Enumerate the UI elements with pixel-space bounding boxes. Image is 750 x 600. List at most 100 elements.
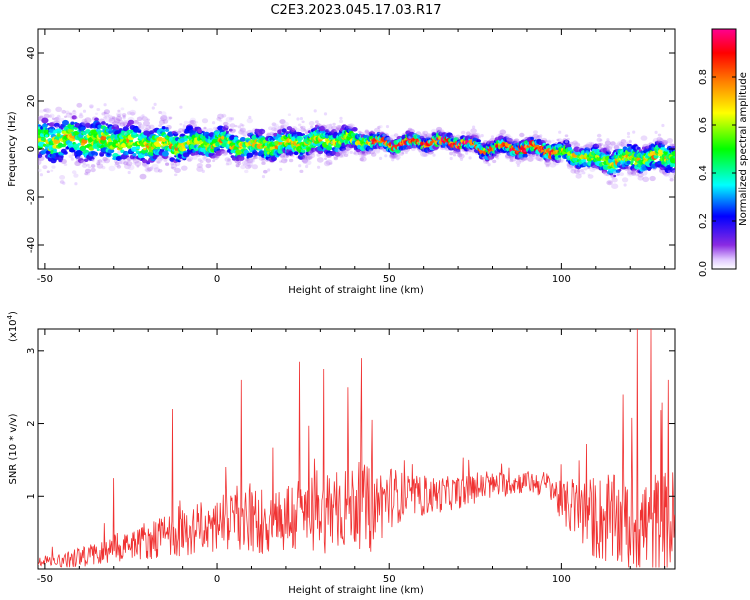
spectrogram-cell — [245, 164, 251, 170]
spectrogram-cell — [371, 152, 377, 157]
spectrogram-cell — [420, 133, 428, 140]
spectrogram-cell — [313, 109, 317, 113]
spectrogram-cell — [272, 123, 279, 129]
spectrogram-cell — [168, 116, 173, 120]
spectrogram-cell — [76, 102, 83, 108]
spectrogram-cell — [202, 127, 208, 132]
spectrogram-cell — [341, 148, 348, 154]
spectrogram-cell — [359, 157, 364, 162]
spectrogram-cell — [673, 164, 675, 168]
spectrogram-cell — [96, 148, 100, 151]
spectrogram-cell — [266, 132, 271, 136]
spectrogram-cell — [598, 142, 604, 146]
spectrogram-cell — [224, 122, 231, 128]
spectrogram-cell — [71, 115, 77, 120]
spectrogram-cell — [144, 165, 149, 169]
spectrogram-cell — [50, 126, 54, 130]
spectrogram-cell — [398, 151, 404, 156]
spectrogram-cell — [39, 109, 44, 113]
spectrogram-cell — [223, 121, 229, 126]
spectrogram-cell — [265, 134, 269, 137]
spectrogram-cell — [177, 159, 181, 163]
spectrogram-cell — [225, 125, 230, 129]
spectrogram-cell — [411, 147, 416, 152]
spectrogram-cell — [323, 112, 328, 116]
spectrogram-cell — [559, 159, 564, 163]
spectrogram-cell — [287, 113, 291, 116]
spectrogram-cell — [654, 130, 658, 134]
spectrogram-cell — [42, 165, 48, 170]
spectrogram-cell — [225, 130, 229, 134]
spectrogram-cell — [297, 154, 305, 160]
y-tick-label: 0 — [26, 146, 37, 152]
spectrogram-cell — [165, 162, 170, 166]
spectrogram-cell — [81, 118, 88, 124]
spectrogram-cell — [349, 150, 353, 154]
spectrogram-cell — [246, 157, 254, 164]
spectrogram-cell — [241, 124, 245, 127]
spectrogram-cell — [220, 150, 228, 157]
spectrogram-cell — [116, 122, 122, 126]
spectrogram-cell — [533, 130, 538, 135]
spectrogram-cell — [61, 109, 67, 114]
spectrogram-cell — [296, 135, 304, 142]
spectrogram-cell — [285, 154, 290, 158]
spectrogram-cell — [158, 111, 163, 114]
spectrogram-cell — [382, 133, 386, 137]
spectrogram-cell — [51, 121, 56, 124]
spectrogram-cell — [613, 174, 617, 178]
spectrogram-cell — [240, 153, 246, 157]
spectrogram-cell — [78, 114, 84, 119]
spectrogram-cell — [188, 120, 194, 125]
spectrogram-cell — [490, 135, 495, 139]
spectrogram-cell — [114, 162, 121, 168]
spectrogram-cell — [129, 109, 137, 116]
spectrogram-cell — [151, 163, 159, 170]
spectrogram-cell — [371, 131, 376, 135]
spectrogram-cell — [120, 107, 125, 111]
spectrogram-cell — [143, 147, 147, 151]
spectrogram-cell — [305, 156, 311, 161]
spectrogram-cell — [219, 149, 226, 154]
spectrogram-cell — [82, 161, 87, 165]
spectrogram-cell — [547, 139, 552, 143]
spectrogram-cell — [68, 154, 73, 159]
spectrogram-cell — [138, 130, 142, 134]
spectrogram-cell — [374, 148, 381, 154]
spectrogram-cell — [336, 151, 342, 156]
spectrogram-cell — [239, 123, 243, 127]
spectrogram-cell — [241, 128, 245, 132]
spectrogram-cell — [583, 167, 588, 171]
figure-title: C2E3.2023.045.17.03.R17 — [270, 3, 441, 18]
spectrogram-cell — [84, 117, 92, 124]
spectrogram-cell — [364, 130, 370, 135]
spectrogram-cell — [281, 128, 287, 133]
spectrogram-cell — [223, 150, 228, 154]
spectrogram-cell — [212, 159, 216, 163]
spectrogram-cell — [41, 117, 49, 124]
spectrogram-cell — [349, 124, 354, 128]
spectrogram-cell — [53, 116, 61, 123]
spectrogram-cell — [342, 149, 347, 153]
spectrogram-cell — [124, 158, 131, 163]
spectrogram-cell — [343, 149, 350, 155]
spectrogram-cell — [127, 170, 131, 175]
spectrogram-cell — [157, 169, 163, 173]
spectrogram-cell — [492, 159, 497, 164]
spectrogram-cell — [295, 128, 301, 132]
spectrogram-cell — [143, 120, 150, 127]
spectrogram-cell — [72, 109, 76, 113]
spectrogram-cell — [298, 123, 302, 127]
spectrogram-cell — [69, 112, 73, 116]
spectrogram-cell — [279, 119, 286, 125]
spectrogram-cell — [64, 115, 67, 119]
spectrogram-cell — [302, 156, 307, 160]
spectrogram-cell — [317, 165, 321, 169]
spectrogram-cell — [325, 159, 333, 166]
spectrogram-cell — [226, 160, 233, 166]
spectrogram-cell — [121, 113, 127, 117]
spectrogram-cell — [170, 162, 175, 166]
spectrogram-cell — [85, 122, 91, 128]
spectrogram-cell — [165, 162, 170, 167]
spectrogram-cell — [104, 112, 110, 118]
